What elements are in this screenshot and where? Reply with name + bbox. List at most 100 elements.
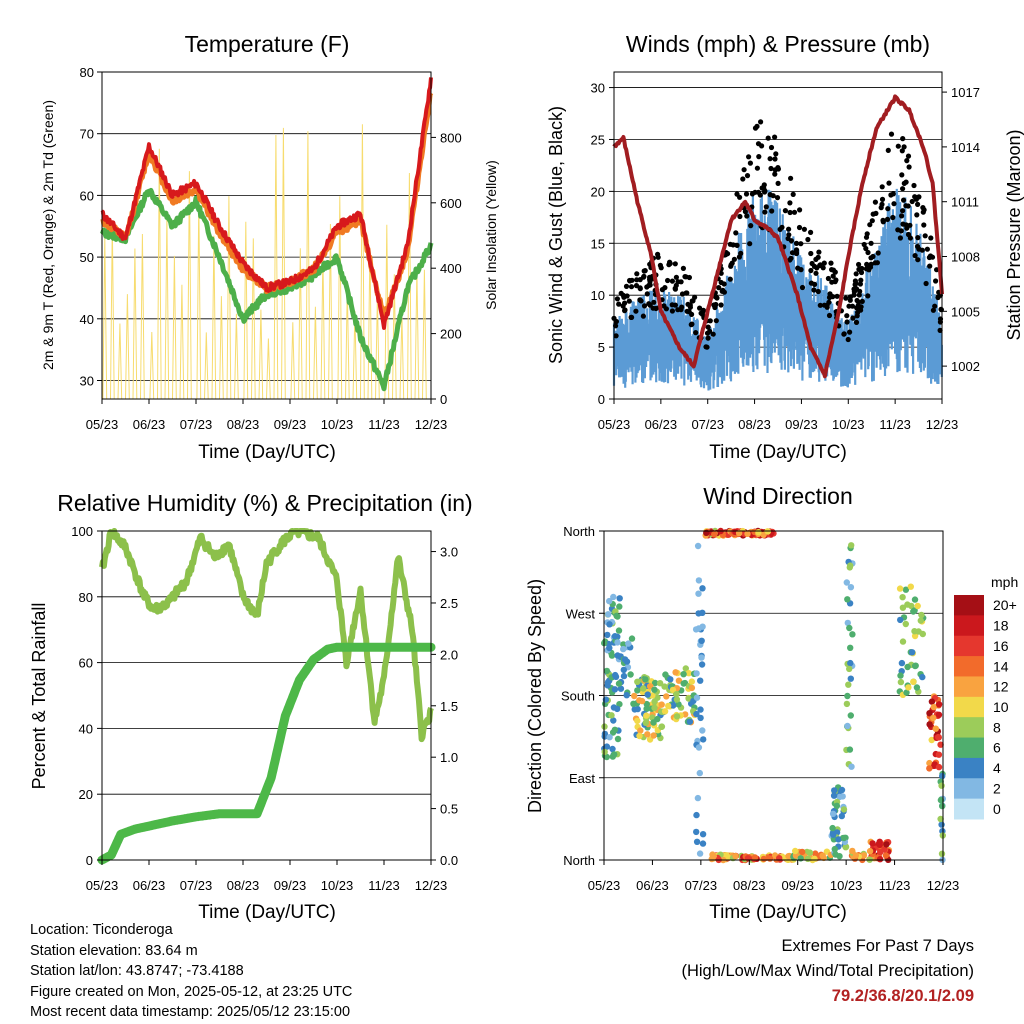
- gust-point: [707, 328, 713, 334]
- gust-point: [912, 253, 918, 259]
- gust-point: [799, 284, 806, 291]
- colorbar-label: 0: [993, 801, 1001, 817]
- gust-point: [675, 307, 681, 313]
- insolation-ylabel: Solar Insolation (Yellow): [483, 160, 499, 310]
- gust-point: [641, 268, 647, 274]
- direction-point: [644, 691, 651, 698]
- direction-point: [847, 712, 854, 719]
- humidity-xtick-label: 09/23: [274, 878, 307, 893]
- gust-point: [787, 200, 793, 206]
- direction-point: [847, 562, 854, 569]
- winds-pressure-panel: Winds (mph) & Pressure (mb) 0 5 10 15 20 25 30…: [546, 31, 1024, 463]
- direction-point: [642, 676, 649, 683]
- direction-point: [844, 619, 851, 627]
- direction-point: [627, 671, 634, 678]
- direction-point: [935, 733, 942, 741]
- gust-point: [693, 330, 699, 336]
- gust-point: [684, 290, 690, 296]
- gust-point: [927, 263, 933, 269]
- direction-point: [669, 686, 677, 694]
- gust-point: [770, 193, 776, 199]
- gust-point: [769, 208, 775, 214]
- gust-point: [673, 274, 680, 280]
- direction-point: [785, 853, 792, 860]
- direction-point: [686, 718, 694, 725]
- direction-point: [615, 680, 623, 687]
- direction-point: [696, 850, 704, 857]
- gust-point: [741, 167, 747, 173]
- precip-ytick-label: 3.0: [440, 545, 458, 560]
- colorbar-label: 6: [993, 740, 1001, 756]
- direction-point: [656, 680, 664, 687]
- gust-point: [793, 240, 800, 246]
- wind-direction-panel: Wind Direction North East South West North 05…: [525, 483, 1018, 923]
- humidity-xtick-label: 08/23: [227, 878, 260, 893]
- gust-point: [768, 165, 774, 172]
- gust-point: [911, 182, 917, 189]
- direction-point: [606, 734, 613, 741]
- direction-point: [620, 641, 627, 648]
- direction-point: [661, 683, 668, 690]
- direction-point: [673, 691, 680, 698]
- direction-point: [844, 692, 851, 700]
- winds-xtick-label: 09/23: [785, 417, 818, 432]
- gust-point: [718, 270, 724, 276]
- direction-point: [608, 712, 615, 719]
- insolation-line: [102, 124, 427, 400]
- direction-point: [846, 746, 854, 753]
- gust-point: [798, 241, 804, 247]
- direction-ytick-label: East: [569, 771, 595, 786]
- gust-point: [662, 285, 668, 291]
- direction-point: [623, 658, 631, 665]
- pressure-ytick-label: 1011: [951, 195, 979, 210]
- gust-point: [868, 240, 874, 246]
- gust-point: [730, 242, 736, 248]
- direction-point: [806, 849, 814, 856]
- gust-point: [899, 172, 905, 178]
- humidity-xlabel: Time (Day/UTC): [198, 902, 336, 923]
- direction-point: [643, 712, 650, 719]
- gust-point: [633, 283, 640, 289]
- humidity-ytick-label: 60: [79, 656, 93, 671]
- direction-point: [699, 840, 707, 847]
- gust-point: [705, 335, 711, 341]
- direction-point: [842, 843, 850, 851]
- gust-point: [915, 201, 921, 207]
- gust-point: [817, 302, 823, 308]
- colorbar-swatch: [954, 778, 984, 800]
- direction-point: [904, 601, 911, 608]
- direction-point: [698, 654, 705, 661]
- direction-point: [910, 678, 917, 686]
- temperature-xtick-label: 07/23: [180, 417, 213, 432]
- gust-point: [900, 136, 906, 142]
- gust-point: [934, 267, 940, 273]
- gust-point: [777, 226, 783, 232]
- direction-point: [670, 702, 677, 709]
- gust-point: [746, 154, 752, 160]
- direction-point: [937, 815, 944, 823]
- direction-point: [919, 630, 926, 638]
- direction-point: [903, 689, 910, 696]
- direction-point: [601, 730, 609, 738]
- gust-point: [865, 293, 871, 299]
- direction-point: [693, 710, 700, 718]
- precip-ytick-label: 0.5: [440, 802, 458, 817]
- direction-point: [620, 672, 628, 680]
- gust-point: [641, 273, 647, 279]
- winds-xtick-label: 11/23: [879, 417, 911, 432]
- direction-ytick-label: North: [563, 853, 595, 868]
- gust-point: [832, 269, 838, 275]
- gust-point: [888, 192, 894, 198]
- direction-point: [928, 736, 935, 744]
- gust-point: [620, 303, 626, 309]
- gust-point: [890, 214, 896, 221]
- gust-point: [747, 160, 754, 166]
- direction-point: [896, 585, 904, 592]
- direction-point: [665, 702, 672, 710]
- station-latlon: Station lat/lon: 43.8747; -73.4188: [30, 963, 244, 979]
- gust-point: [797, 207, 803, 213]
- colorbar-swatch: [954, 798, 984, 820]
- gust-point: [788, 175, 794, 181]
- gust-point: [851, 286, 857, 292]
- gust-point: [687, 302, 693, 308]
